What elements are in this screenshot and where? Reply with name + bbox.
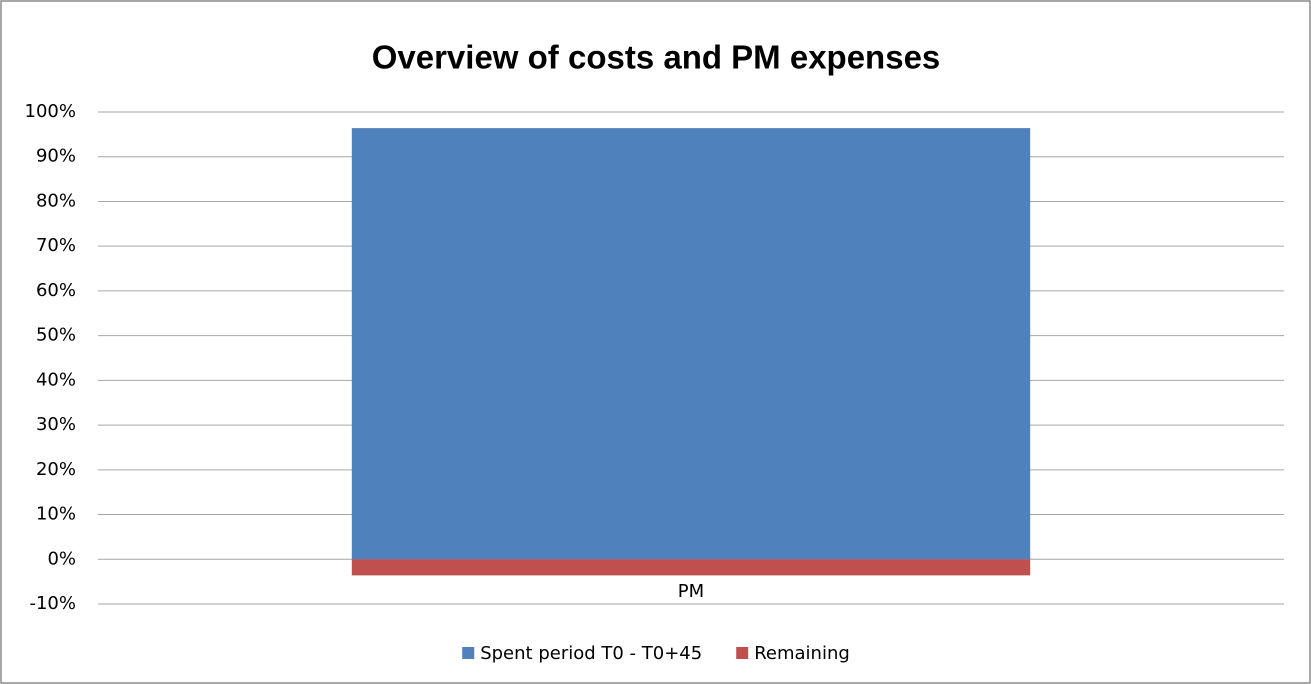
y-tick-label: 100% xyxy=(25,101,76,122)
y-tick-label: 70% xyxy=(36,235,76,256)
x-tick-label: PM xyxy=(678,581,704,602)
y-tick-label: 10% xyxy=(36,504,76,525)
y-tick-label: 30% xyxy=(36,414,76,435)
y-tick-label: 20% xyxy=(36,459,76,480)
legend-swatch xyxy=(462,647,475,659)
y-tick-label: 80% xyxy=(36,190,76,211)
bar-segment xyxy=(351,559,1031,576)
y-tick-label: 0% xyxy=(47,548,76,569)
y-tick-label: -10% xyxy=(29,593,76,614)
legend-swatch xyxy=(736,647,749,659)
y-tick-label: 40% xyxy=(36,369,76,390)
legend-label: Spent period T0 - T0+45 xyxy=(480,643,702,664)
y-tick-label: 60% xyxy=(36,280,76,301)
y-tick-label: 50% xyxy=(36,325,76,346)
bar-segment xyxy=(351,128,1031,560)
chart-title: Overview of costs and PM expenses xyxy=(372,39,941,76)
y-tick-label: 90% xyxy=(36,146,76,167)
legend-label: Remaining xyxy=(754,643,850,664)
